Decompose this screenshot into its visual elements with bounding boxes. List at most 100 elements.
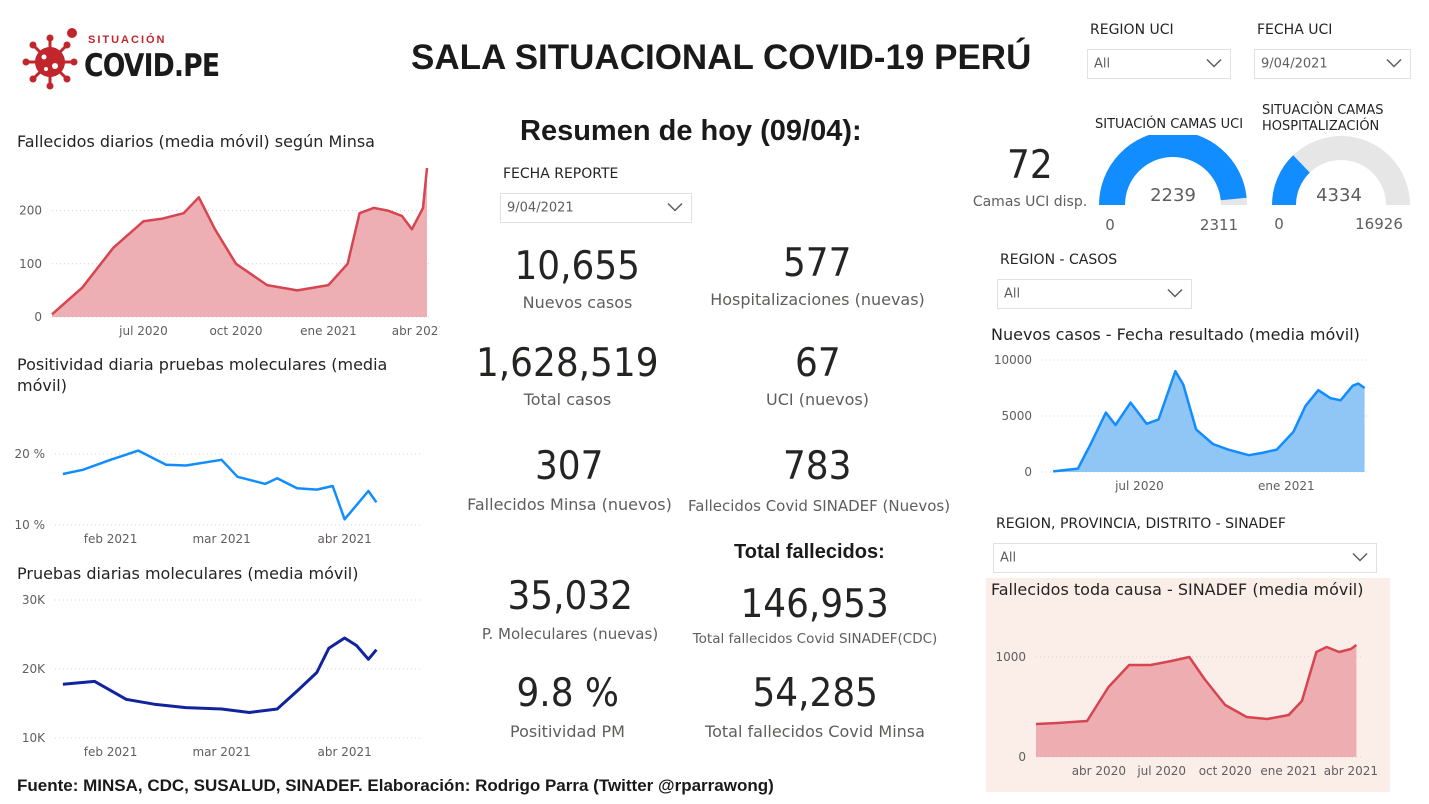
x-tick-label: ene 2021 bbox=[1260, 764, 1317, 778]
region-casos-label: REGION - CASOS bbox=[1000, 252, 1118, 268]
gauge-hosp-arc bbox=[1272, 155, 1311, 206]
kpi-value: 54,285 bbox=[752, 671, 878, 716]
kpi-label: Hospitalizaciones (nuevas) bbox=[710, 290, 925, 309]
y-tick-label: 0 bbox=[1024, 465, 1032, 479]
fecha-uci-value: 9/04/2021 bbox=[1261, 56, 1328, 72]
fecha-reporte-dropdown[interactable]: 9/04/2021 bbox=[500, 193, 692, 223]
y-tick-label: 10000 bbox=[994, 353, 1032, 367]
x-tick-label: feb 2021 bbox=[84, 532, 138, 546]
kpi-value: 10,655 bbox=[514, 244, 641, 289]
y-tick-label: 1000 bbox=[995, 650, 1026, 664]
kpi-p-moleculares: 35,032 P. Moleculares (nuevas) bbox=[450, 574, 690, 643]
kpi-label: Fallecidos Covid SINADEF (Nuevos) bbox=[688, 497, 951, 515]
kpi-hospitalizaciones: 577 Hospitalizaciones (nuevas) bbox=[695, 241, 940, 309]
kpi-value: 146,953 bbox=[740, 582, 890, 627]
series-area bbox=[52, 168, 427, 317]
series-line bbox=[1053, 369, 1366, 473]
x-tick-label: abr 2021 bbox=[317, 745, 371, 759]
fecha-uci-dropdown[interactable]: 9/04/2021 bbox=[1254, 49, 1411, 79]
kpi-value: 307 bbox=[535, 444, 604, 489]
x-tick-label: ene 2021 bbox=[300, 324, 357, 338]
y-tick-label: 10K bbox=[22, 731, 46, 745]
kpi-label: Fallecidos Minsa (nuevos) bbox=[467, 495, 672, 514]
pruebas-moleculares-chart: 10K 20K 30K feb 2021 mar 2021 abr 2021 bbox=[22, 593, 420, 759]
x-tick-label: abr 2021 bbox=[317, 532, 371, 546]
x-tick-label: ene 2021 bbox=[1258, 479, 1315, 493]
kpi-label: Nuevos casos bbox=[522, 293, 633, 312]
x-tick-label: abr 2020 bbox=[1072, 764, 1126, 778]
positividad-chart: 10 % 20 % feb 2021 mar 2021 abr 2021 bbox=[15, 447, 420, 546]
y-tick-label: 100 bbox=[19, 257, 42, 271]
kpi-value: 1,628,519 bbox=[476, 341, 659, 386]
x-tick-label: feb 2021 bbox=[84, 745, 138, 759]
pruebas-moleculares-title: Pruebas diarias moleculares (media móvil… bbox=[17, 564, 359, 583]
gauge-uci-title: SITUACIÓN CAMAS UCI bbox=[1095, 117, 1244, 132]
y-tick-label: 0 bbox=[34, 310, 42, 324]
region-sinadef-value: All bbox=[1000, 550, 1017, 566]
kpi-total-fallecidos-sinadef: 146,953 Total fallecidos Covid SINADEF(C… bbox=[690, 582, 940, 647]
footer-source: Fuente: MINSA, CDC, SUSALUD, SINADEF. El… bbox=[17, 776, 774, 795]
kpi-value: 35,032 bbox=[507, 574, 633, 619]
chevron-down-icon bbox=[1167, 288, 1183, 298]
logo: SITUACIÓN COVID.PE bbox=[20, 22, 230, 92]
kpi-value: 9.8 % bbox=[516, 671, 619, 716]
kpi-label: P. Moleculares (nuevas) bbox=[481, 625, 659, 643]
y-tick-label: 0 bbox=[1018, 750, 1026, 764]
logo-title: COVID.PE bbox=[84, 48, 220, 84]
region-casos-dropdown[interactable]: All bbox=[997, 279, 1192, 309]
region-sinadef-label: REGION, PROVINCIA, DISTRITO - SINADEF bbox=[996, 516, 1286, 532]
page-title: SALA SITUACIONAL COVID-19 PERÚ bbox=[411, 38, 1032, 77]
fallecidos-minsa-title: Fallecidos diarios (media móvil) según M… bbox=[17, 132, 375, 151]
x-tick-label: oct 2020 bbox=[1199, 764, 1252, 778]
y-tick-label: 5000 bbox=[1001, 409, 1032, 423]
kpi-label: Total casos bbox=[523, 390, 612, 409]
kpi-positividad-pm: 9.8 % Positividad PM bbox=[450, 671, 685, 741]
sinadef-title: Fallecidos toda causa - SINADEF (media m… bbox=[991, 580, 1364, 599]
kpi-nuevos-casos: 10,655 Nuevos casos bbox=[460, 244, 695, 312]
chevron-down-icon bbox=[1206, 58, 1222, 68]
nuevos-casos-title: Nuevos casos - Fecha resultado (media mó… bbox=[991, 325, 1360, 344]
kpi-label: Positividad PM bbox=[510, 722, 625, 741]
gauge-hosp-value: 4334 bbox=[1316, 185, 1362, 206]
x-tick-label: mar 2021 bbox=[192, 745, 250, 759]
x-tick-label: jul 2020 bbox=[1136, 764, 1186, 778]
kpi-value: 67 bbox=[794, 341, 841, 386]
x-tick-label: oct 2020 bbox=[209, 324, 262, 338]
summary-title: Resumen de hoy (09/04): bbox=[520, 115, 862, 147]
fecha-reporte-value: 9/04/2021 bbox=[507, 200, 574, 216]
camas-uci-disp-value: 72 bbox=[1007, 143, 1053, 188]
gauge-hosp: 4334 0 16926 bbox=[1272, 136, 1410, 233]
camas-uci-disp: 72 Camas UCI disp. bbox=[970, 143, 1090, 210]
kpi-total-casos: 1,628,519 Total casos bbox=[450, 341, 685, 409]
gauge-hosp-min: 0 bbox=[1274, 215, 1284, 233]
fallecidos-minsa-chart: 0 100 200 jul 2020 oct 2020 ene 2021 abr 2021 bbox=[19, 167, 440, 338]
positividad-title: Positividad diaria pruebas moleculares (… bbox=[17, 355, 388, 395]
logo-subtitle: SITUACIÓN bbox=[88, 34, 167, 46]
x-tick-label: abr 2021 bbox=[392, 324, 440, 338]
y-tick-label: 20 % bbox=[15, 447, 46, 461]
gauge-hosp-title-line1: SITUACIÒN CAMAS bbox=[1262, 103, 1384, 118]
region-uci-dropdown[interactable]: All bbox=[1087, 49, 1231, 79]
gauge-uci: 2239 0 2311 bbox=[1099, 135, 1247, 234]
chevron-down-icon bbox=[1386, 58, 1402, 68]
gauge-uci-max: 2311 bbox=[1200, 216, 1238, 234]
y-tick-label: 30K bbox=[22, 593, 46, 607]
series-area bbox=[1053, 371, 1365, 472]
kpi-total-fallecidos-minsa: 54,285 Total fallecidos Covid Minsa bbox=[690, 671, 940, 741]
x-tick-label: abr 2021 bbox=[1324, 764, 1378, 778]
x-tick-label: jul 2020 bbox=[118, 324, 168, 338]
fecha-reporte-label: FECHA REPORTE bbox=[503, 166, 619, 182]
y-tick-label: 200 bbox=[19, 204, 42, 218]
nuevos-casos-chart: 0 5000 10000 jul 2020 ene 2021 bbox=[994, 353, 1367, 493]
chevron-down-icon bbox=[1352, 552, 1368, 562]
gauge-uci-min: 0 bbox=[1105, 216, 1115, 234]
region-uci-label: REGION UCI bbox=[1090, 22, 1174, 38]
kpi-label: UCI (nuevos) bbox=[766, 390, 869, 409]
x-tick-label: jul 2020 bbox=[1114, 479, 1164, 493]
kpi-fallecidos-sinadef: 783 Fallecidos Covid SINADEF (Nuevos) bbox=[688, 444, 951, 515]
series-line bbox=[62, 636, 378, 714]
kpi-fallecidos-minsa: 307 Fallecidos Minsa (nuevos) bbox=[452, 444, 687, 514]
region-sinadef-dropdown[interactable]: All bbox=[993, 543, 1377, 573]
region-casos-value: All bbox=[1004, 286, 1021, 302]
gauge-uci-value: 2239 bbox=[1150, 185, 1196, 206]
